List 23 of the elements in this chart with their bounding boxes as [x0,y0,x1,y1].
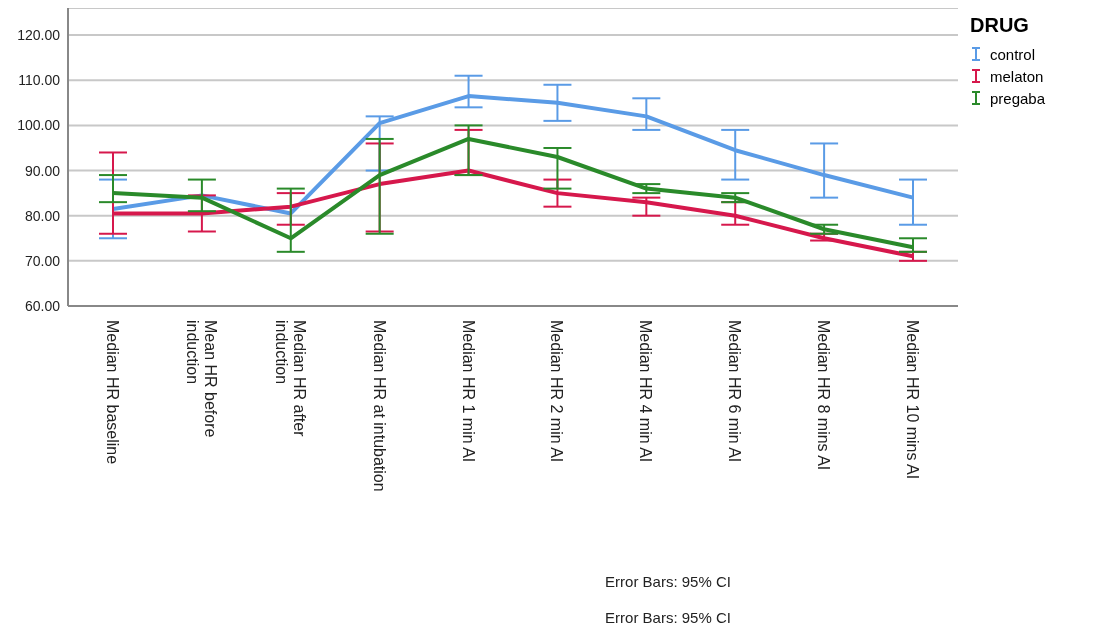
text: Error Bars: 95% CI [604,573,732,590]
x-tick-label: Median HR 1 min AI [459,320,477,463]
x-tick-label: Median HR 2 min AI [548,320,566,463]
x-tick-label: Median HR 4 min AI [637,320,655,463]
y-tick-label: 100.00 [17,117,61,134]
x-tick-label: Median HR 8 mins AI [815,320,833,471]
y-tick-label: 110.00 [18,72,61,89]
y-tick-label: 80.00 [24,207,61,224]
legend-label: control [990,45,1036,63]
x-tick-label: Median HR 10 mins AI [904,320,921,480]
text: Error Bars: 95% CI [604,609,732,626]
legend-label: melaton [990,67,1044,85]
y-tick-label: 70.00 [24,252,61,269]
x-tick-label: Median HR 6 min AI [726,320,744,463]
x-tick-label: Median HR after induction [272,320,308,438]
legend-title: DRUG [970,14,1030,37]
x-tick-label: Median HR baseline [104,320,121,465]
legend-label: pregaba [990,89,1046,107]
y-tick-label: 90.00 [24,162,61,179]
x-tick-label: Median HR at intubation [370,320,388,492]
y-tick-label: 60.00 [24,297,61,314]
x-tick-label: Mean HR before induction [183,320,219,438]
y-tick-label: 120.00 [17,27,61,44]
